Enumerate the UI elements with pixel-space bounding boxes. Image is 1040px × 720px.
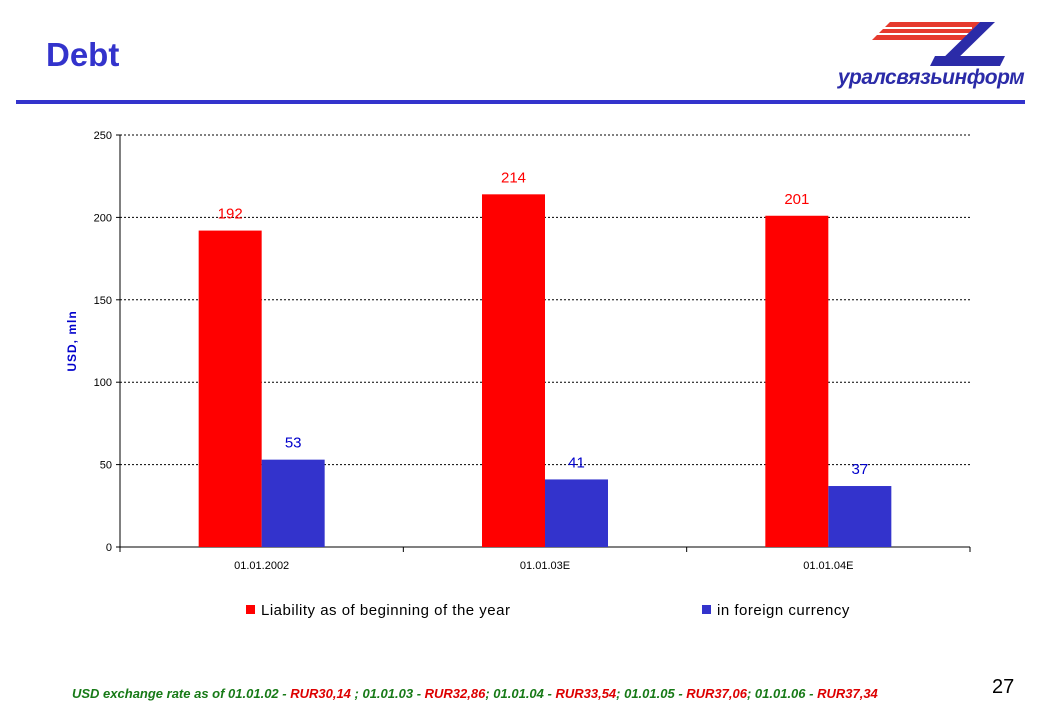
- y-tick-label: 0: [106, 542, 112, 554]
- footnote-text: ; 01.01.06 -: [746, 686, 818, 701]
- data-label: 53: [285, 435, 302, 452]
- footnote-text: ; 01.01.05 -: [616, 686, 687, 701]
- header-divider: [16, 100, 1025, 104]
- footnote-rate: RUR33,54: [555, 686, 617, 701]
- bar-foreign-currency: [828, 486, 892, 547]
- footnote-rate: RUR32,86: [424, 686, 486, 701]
- footnote-text: ; 01.01.03 -: [350, 686, 425, 701]
- y-axis-label: USD, mln: [65, 310, 79, 371]
- bar-liability: [198, 230, 262, 548]
- y-tick-label: 250: [94, 130, 112, 142]
- footnote-rate: RUR37,34: [817, 686, 878, 701]
- x-tick-label: 01.01.03E: [520, 560, 570, 572]
- data-label: 41: [568, 454, 585, 471]
- data-label: 192: [218, 206, 243, 223]
- data-label: 37: [851, 461, 868, 478]
- company-logo: [872, 22, 1005, 66]
- debt-bar-chart: 0 50 100 150 200 250 01.01.2002 01.01.03E 01.01.…: [65, 130, 971, 619]
- footnote-rate: RUR37,06: [686, 686, 747, 701]
- logo-wordmark: уралсвязьинформ: [837, 66, 1025, 89]
- legend-swatch: [246, 605, 255, 614]
- exchange-rate-footnote: USD exchange rate as of 01.01.02 - RUR30…: [72, 686, 878, 701]
- page-title: Debt: [46, 36, 120, 73]
- legend-swatch: [702, 605, 711, 614]
- x-tick-label: 01.01.2002: [234, 560, 289, 572]
- y-tick-label: 100: [94, 377, 112, 389]
- legend-label: in foreign currency: [717, 602, 850, 619]
- bar-foreign-currency: [261, 459, 325, 547]
- footnote-text: ; 01.01.04 -: [485, 686, 556, 701]
- data-label: 214: [501, 169, 526, 186]
- bar-foreign-currency: [545, 479, 608, 547]
- footnote-rate: RUR30,14: [290, 686, 351, 701]
- y-tick-label: 150: [94, 295, 112, 307]
- page-number: 27: [992, 676, 1015, 698]
- bar-liability: [482, 194, 545, 547]
- y-tick-label: 200: [94, 212, 112, 224]
- footnote-text: USD exchange rate as of 01.01.02 -: [72, 686, 291, 701]
- y-tick-label: 50: [100, 460, 112, 472]
- data-label: 201: [784, 191, 809, 208]
- legend-label: Liability as of beginning of the year: [261, 602, 510, 619]
- x-tick-label: 01.01.04E: [803, 560, 853, 572]
- logo-emblem-icon: [872, 22, 1005, 66]
- bar-liability: [765, 215, 829, 547]
